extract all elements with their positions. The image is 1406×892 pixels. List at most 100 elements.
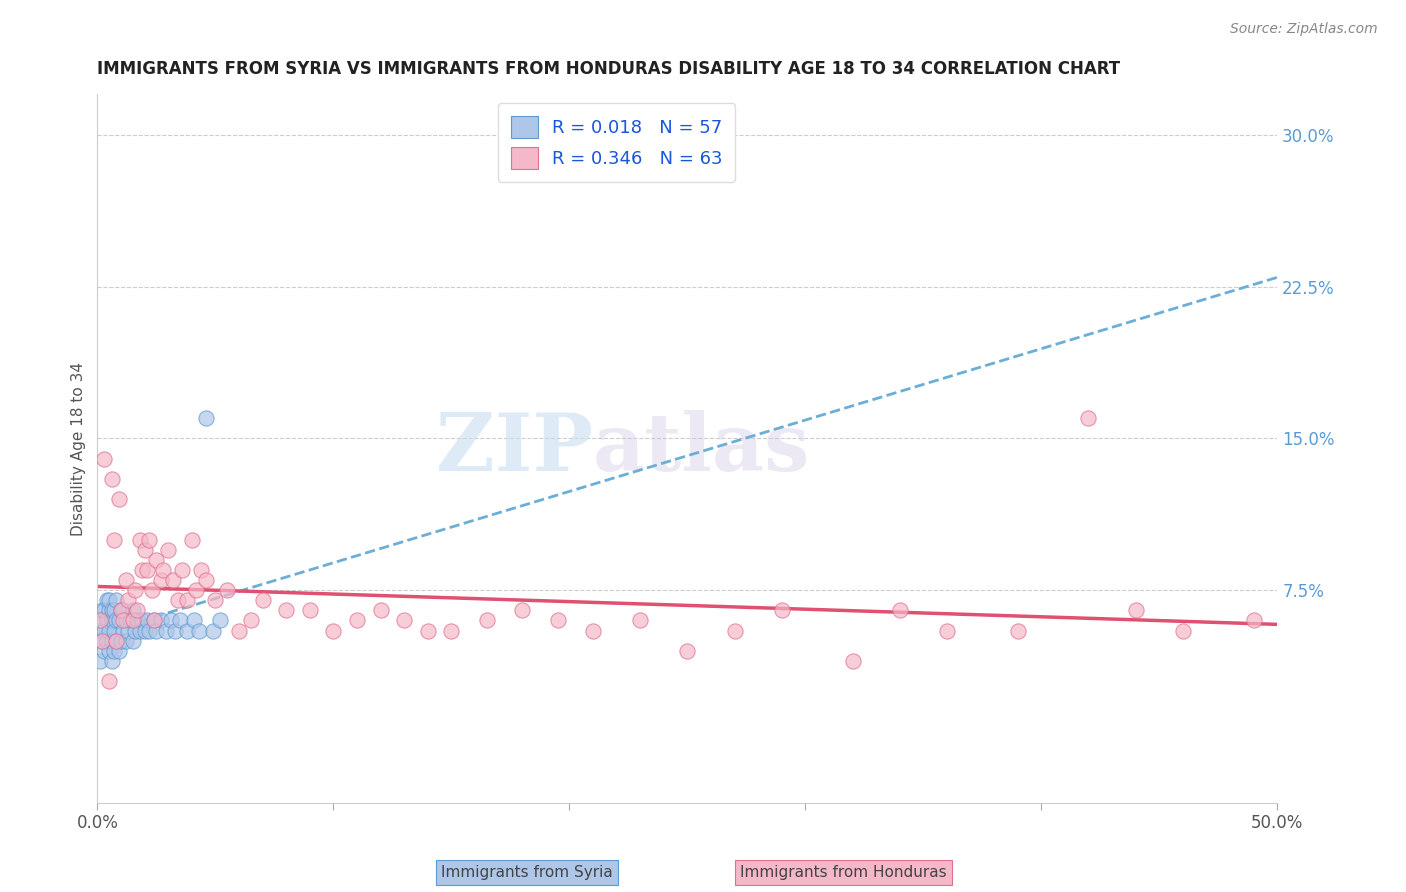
Point <box>162 573 184 587</box>
Point <box>112 603 135 617</box>
Point <box>89 624 111 638</box>
Point <box>114 633 136 648</box>
Point <box>676 644 699 658</box>
Point <box>128 624 150 638</box>
Point <box>322 624 344 638</box>
Point <box>103 644 125 658</box>
Point <box>91 633 114 648</box>
Point <box>98 593 121 607</box>
Point <box>770 603 793 617</box>
Point <box>96 633 118 648</box>
Point <box>98 624 121 638</box>
Point <box>201 624 224 638</box>
Point <box>135 614 157 628</box>
Point <box>176 593 198 607</box>
Point <box>121 633 143 648</box>
Point <box>110 633 132 648</box>
Point <box>145 553 167 567</box>
Point <box>110 603 132 617</box>
Point <box>190 563 212 577</box>
Point <box>105 633 128 648</box>
Point <box>98 674 121 689</box>
Point <box>100 603 122 617</box>
Point <box>100 654 122 668</box>
Point <box>105 633 128 648</box>
Point <box>172 563 194 577</box>
Point <box>93 451 115 466</box>
Point <box>117 593 139 607</box>
Y-axis label: Disability Age 18 to 34: Disability Age 18 to 34 <box>72 361 86 535</box>
Point <box>134 624 156 638</box>
Point <box>582 624 605 638</box>
Point <box>103 603 125 617</box>
Point <box>100 472 122 486</box>
Point <box>100 633 122 648</box>
Point <box>93 624 115 638</box>
Point <box>889 603 911 617</box>
Point <box>194 411 217 425</box>
Point <box>103 533 125 547</box>
Point <box>346 614 368 628</box>
Point <box>138 624 160 638</box>
Point <box>169 614 191 628</box>
Point <box>276 603 298 617</box>
Point <box>91 603 114 617</box>
Point <box>370 603 392 617</box>
Point <box>166 593 188 607</box>
Point <box>547 614 569 628</box>
Point <box>114 573 136 587</box>
Point <box>1243 614 1265 628</box>
Point <box>194 573 217 587</box>
Point <box>98 603 121 617</box>
Point <box>112 614 135 628</box>
Point <box>186 583 208 598</box>
Point <box>89 654 111 668</box>
Point <box>239 614 262 628</box>
Text: atlas: atlas <box>593 409 810 488</box>
Text: Immigrants from Syria: Immigrants from Syria <box>441 865 613 880</box>
Point <box>107 492 129 507</box>
Point <box>165 624 187 638</box>
Point <box>440 624 463 638</box>
Point <box>145 624 167 638</box>
Text: IMMIGRANTS FROM SYRIA VS IMMIGRANTS FROM HONDURAS DISABILITY AGE 18 TO 34 CORREL: IMMIGRANTS FROM SYRIA VS IMMIGRANTS FROM… <box>97 60 1121 78</box>
Point <box>103 624 125 638</box>
Point <box>89 614 111 628</box>
Point <box>180 533 202 547</box>
Point <box>93 603 115 617</box>
Legend: R = 0.018   N = 57, R = 0.346   N = 63: R = 0.018 N = 57, R = 0.346 N = 63 <box>498 103 735 182</box>
Point <box>112 624 135 638</box>
Point <box>110 603 132 617</box>
Point <box>187 624 209 638</box>
Point <box>131 563 153 577</box>
Point <box>121 603 143 617</box>
Point <box>152 563 174 577</box>
Point <box>298 603 321 617</box>
Point <box>143 614 166 628</box>
Point <box>91 633 114 648</box>
Point <box>131 614 153 628</box>
Point <box>628 614 651 628</box>
Point <box>138 533 160 547</box>
Point <box>98 644 121 658</box>
Point <box>155 624 177 638</box>
Point <box>114 614 136 628</box>
Text: ZIP: ZIP <box>436 409 593 488</box>
Point <box>209 614 232 628</box>
Point <box>91 614 114 628</box>
Point <box>1125 603 1147 617</box>
Point <box>128 533 150 547</box>
Point <box>157 542 180 557</box>
Point <box>841 654 863 668</box>
Point <box>117 624 139 638</box>
Point <box>723 624 745 638</box>
Point <box>204 593 226 607</box>
Point <box>935 624 957 638</box>
Point <box>150 573 173 587</box>
Point <box>134 542 156 557</box>
Point <box>127 603 149 617</box>
Point <box>124 624 146 638</box>
Point <box>141 583 163 598</box>
Point <box>105 614 128 628</box>
Point <box>475 614 498 628</box>
